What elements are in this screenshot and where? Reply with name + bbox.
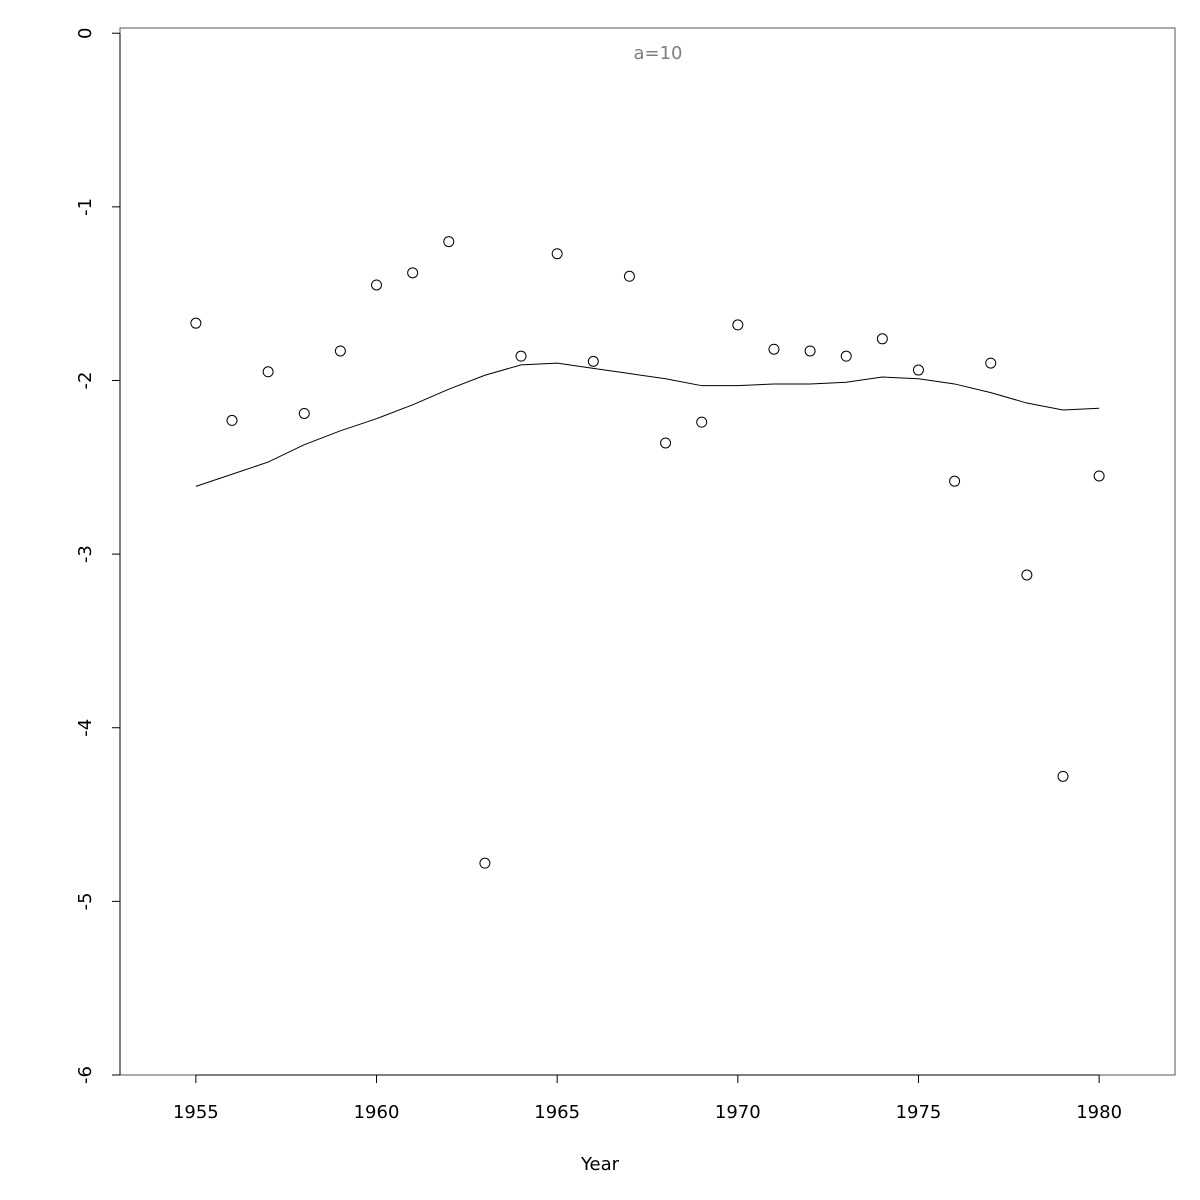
x-tick-label: 1965 bbox=[534, 1102, 580, 1123]
point bbox=[660, 437, 672, 449]
x-tick-label: 1960 bbox=[354, 1102, 400, 1123]
y-tick-label: -4 bbox=[75, 719, 96, 737]
point bbox=[371, 279, 383, 291]
point bbox=[912, 364, 924, 376]
point bbox=[262, 366, 274, 378]
point bbox=[190, 317, 202, 329]
point bbox=[298, 407, 310, 419]
point bbox=[226, 414, 238, 426]
y-tick-label: -1 bbox=[75, 198, 96, 216]
y-tick-label: -2 bbox=[75, 371, 96, 389]
point bbox=[876, 333, 888, 345]
point bbox=[1057, 770, 1069, 782]
point bbox=[551, 248, 563, 260]
point bbox=[479, 857, 491, 869]
point bbox=[1093, 470, 1105, 482]
point bbox=[587, 355, 599, 367]
point bbox=[334, 345, 346, 357]
point bbox=[407, 267, 419, 279]
point bbox=[949, 475, 961, 487]
y-tick-label: -5 bbox=[75, 892, 96, 910]
point bbox=[623, 270, 635, 282]
y-tick-label: 0 bbox=[75, 27, 96, 38]
chart-title: a=10 bbox=[633, 43, 682, 64]
point bbox=[1021, 569, 1033, 581]
x-tick-label: 1970 bbox=[715, 1102, 761, 1123]
point bbox=[840, 350, 852, 362]
point bbox=[443, 236, 455, 248]
y-tick-label: -6 bbox=[75, 1066, 96, 1084]
x-tick-label: 1980 bbox=[1076, 1102, 1122, 1123]
point bbox=[696, 416, 708, 428]
point bbox=[985, 357, 997, 369]
x-tick-label: 1955 bbox=[173, 1102, 219, 1123]
x-tick-label: 1975 bbox=[896, 1102, 942, 1123]
point bbox=[515, 350, 527, 362]
line bbox=[195, 362, 1100, 487]
plot-frame bbox=[119, 27, 1176, 1076]
point bbox=[732, 319, 744, 331]
point bbox=[804, 345, 816, 357]
point bbox=[768, 343, 780, 355]
y-tick-label: -3 bbox=[75, 545, 96, 563]
x-axis-label: Year bbox=[580, 1154, 620, 1175]
